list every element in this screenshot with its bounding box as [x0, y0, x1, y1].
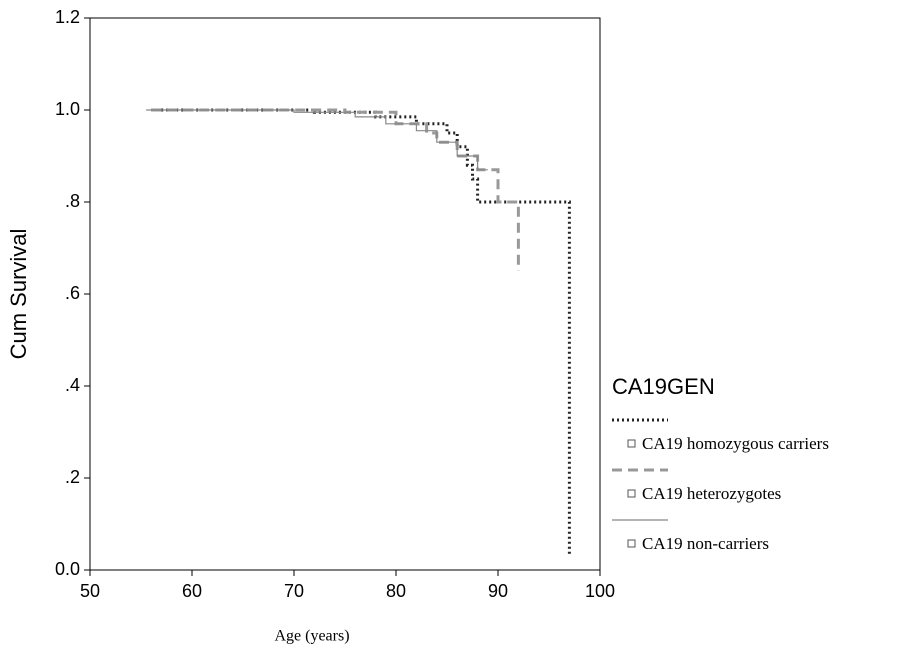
- legend-marker: [627, 439, 636, 448]
- x-tick-label: 90: [488, 581, 508, 601]
- legend-label: CA19 non-carriers: [642, 534, 769, 553]
- x-axis-label: Age (years): [274, 628, 349, 645]
- y-tick-label: 1.2: [55, 7, 80, 27]
- y-tick-label: .8: [65, 191, 80, 211]
- survival-curve: [151, 108, 520, 271]
- x-tick-label: 70: [284, 581, 304, 601]
- legend-marker: [627, 489, 636, 498]
- survival-curve: [151, 108, 571, 557]
- legend-label: CA19 homozygous carriers: [642, 434, 829, 453]
- y-axis-label: Cum Survival: [6, 229, 31, 360]
- y-tick-label: .2: [65, 467, 80, 487]
- x-tick-label: 80: [386, 581, 406, 601]
- survival-curve: [146, 109, 488, 171]
- y-tick-label: .4: [65, 375, 80, 395]
- legend-title: CA19GEN: [612, 374, 715, 399]
- y-tick-label: .6: [65, 283, 80, 303]
- x-tick-label: 50: [80, 581, 100, 601]
- y-tick-label: 1.0: [55, 99, 80, 119]
- x-tick-label: 60: [182, 581, 202, 601]
- legend-marker: [627, 539, 636, 548]
- y-tick-label: 0.0: [55, 559, 80, 579]
- legend-label: CA19 heterozygotes: [642, 484, 781, 503]
- x-tick-label: 100: [585, 581, 615, 601]
- plot-frame: [89, 17, 601, 571]
